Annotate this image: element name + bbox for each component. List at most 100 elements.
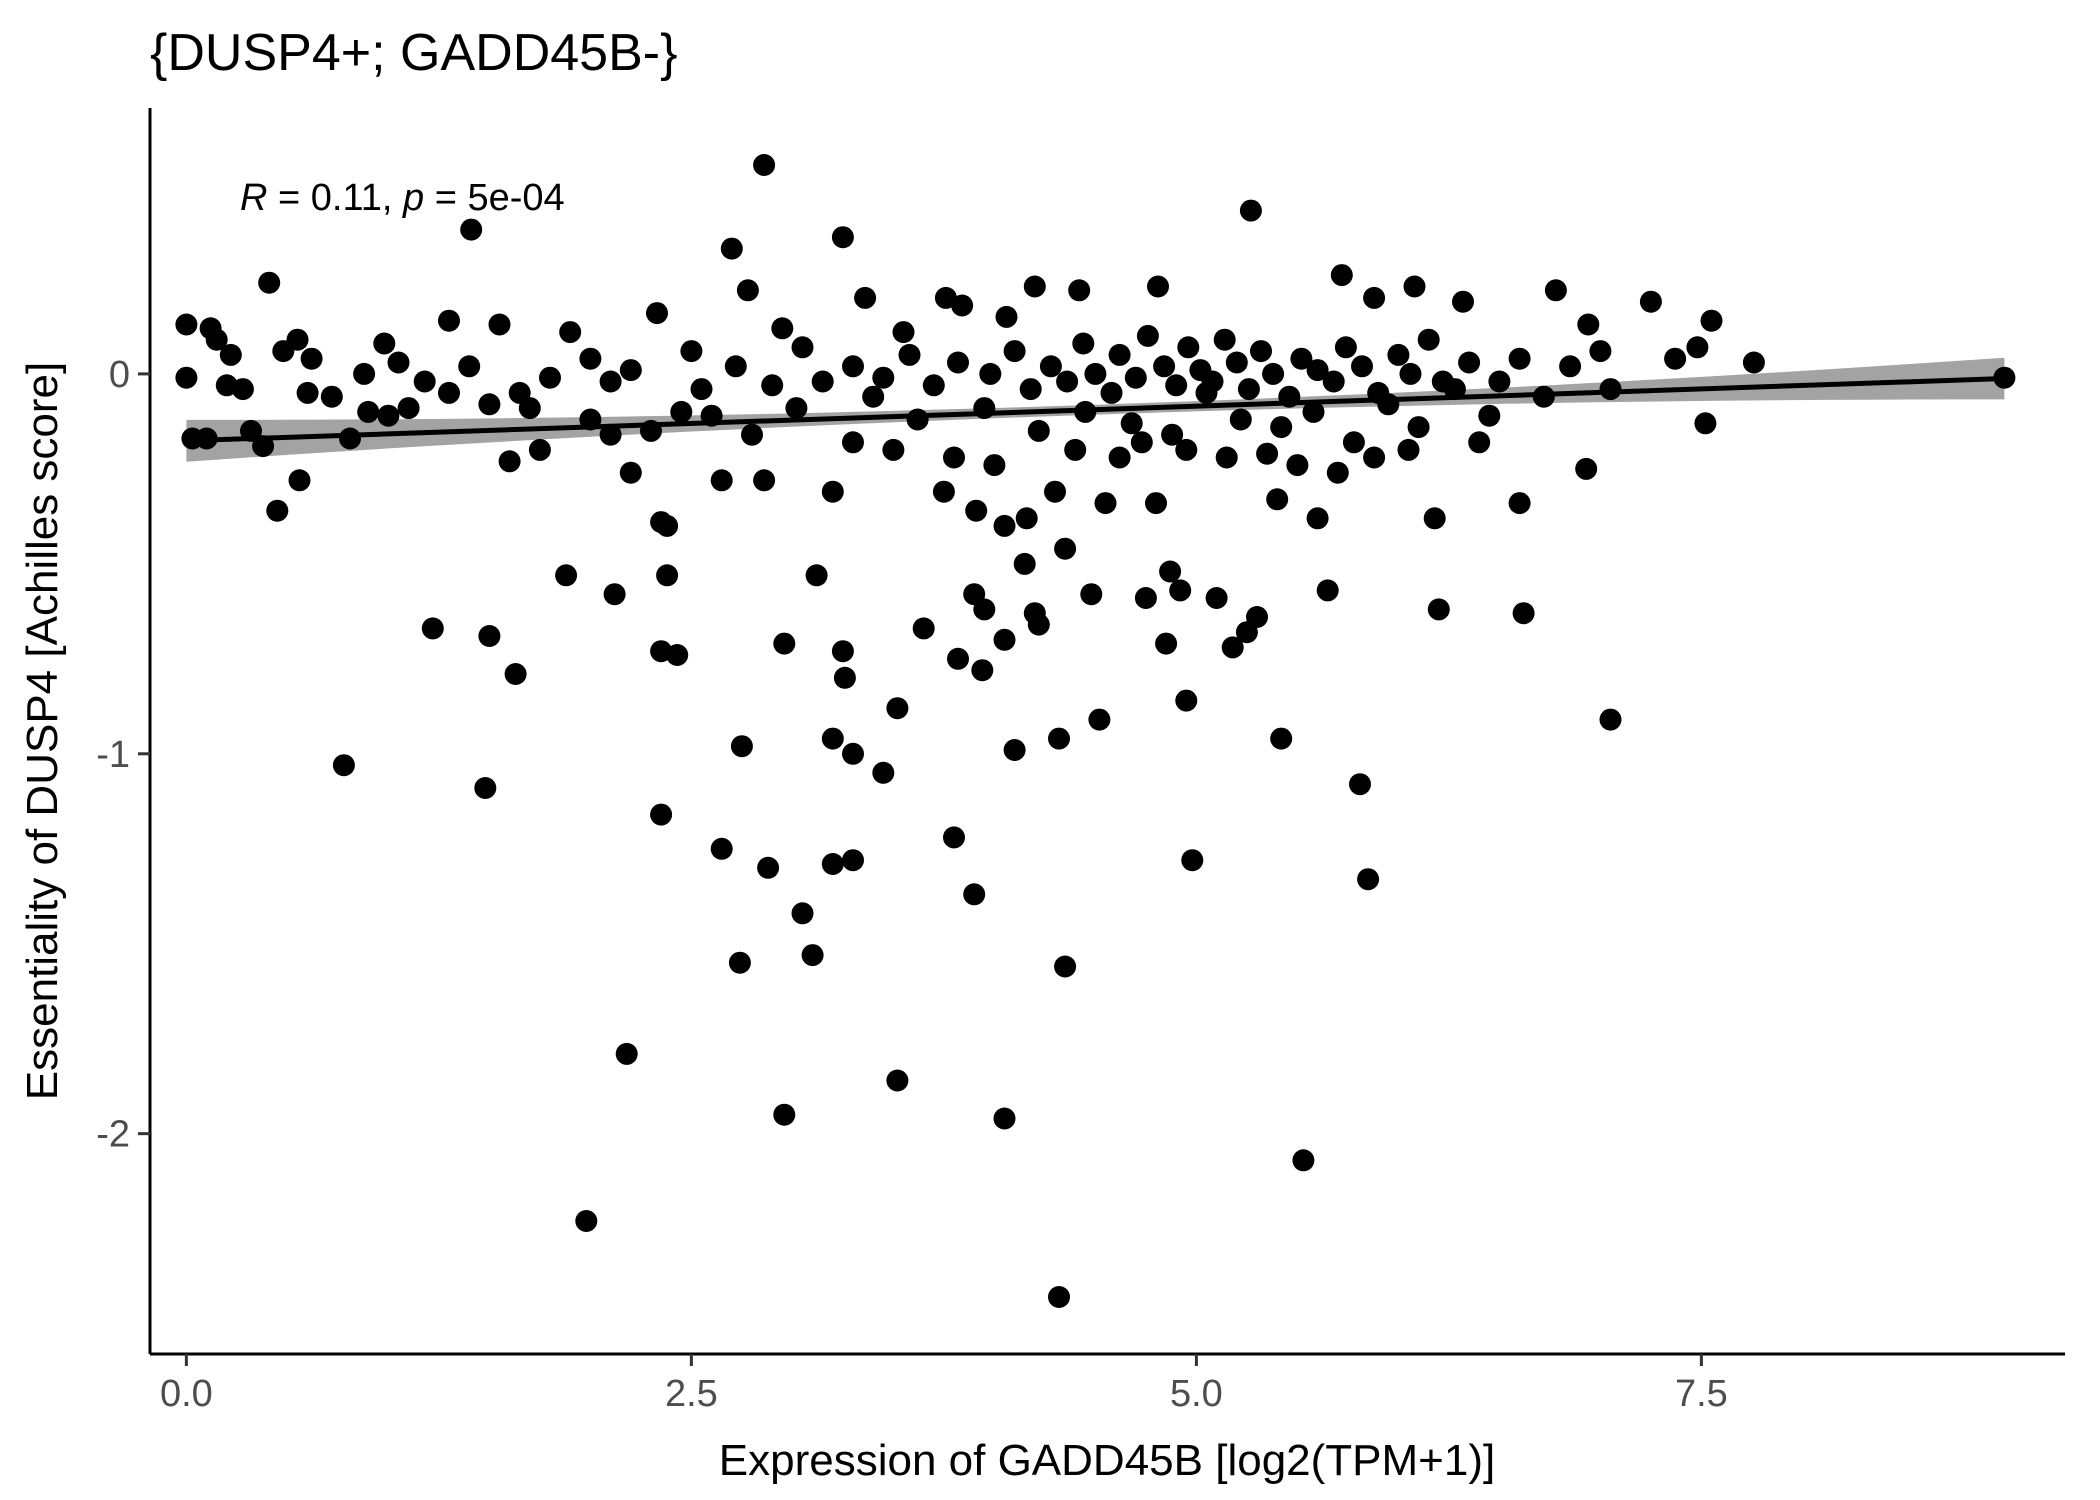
data-point-34 <box>1742 351 1765 374</box>
data-point-120 <box>1205 587 1228 609</box>
data-point-93 <box>603 583 626 606</box>
data-point-164 <box>300 347 323 370</box>
r-label: R <box>240 177 267 219</box>
data-point-162 <box>231 378 254 401</box>
p-label: p <box>402 177 424 219</box>
data-point-214 <box>1431 370 1454 393</box>
data-point-185 <box>1019 378 1042 401</box>
data-point-67 <box>397 397 420 420</box>
data-point-188 <box>1072 332 1095 355</box>
y-tick-label-1: -1 <box>96 734 130 776</box>
data-point-23 <box>488 313 511 336</box>
data-point-8 <box>1068 279 1091 302</box>
data-point-15 <box>1363 286 1386 309</box>
data-point-101 <box>773 632 796 655</box>
data-point-225 <box>1256 442 1279 465</box>
data-point-183 <box>979 362 1002 385</box>
data-point-12 <box>736 279 759 302</box>
data-point-60 <box>1423 507 1446 530</box>
data-point-237 <box>741 423 763 446</box>
data-point-25 <box>646 302 668 325</box>
data-point-171 <box>619 359 642 382</box>
data-point-198 <box>1201 370 1224 393</box>
data-point-219 <box>1589 340 1612 363</box>
data-point-177 <box>811 370 834 393</box>
data-point-212 <box>1399 362 1422 385</box>
data-point-153 <box>615 1042 638 1065</box>
data-point-180 <box>898 343 921 366</box>
data-point-220 <box>1064 438 1087 461</box>
data-point-192 <box>1124 366 1147 389</box>
data-point-119 <box>1155 632 1178 655</box>
data-point-108 <box>973 598 996 621</box>
data-point-104 <box>886 697 909 720</box>
data-point-1 <box>1239 199 1262 222</box>
data-point-22 <box>438 309 460 332</box>
data-point-126 <box>1512 602 1535 625</box>
data-point-84 <box>1302 400 1325 423</box>
data-point-213 <box>1417 328 1440 351</box>
data-point-73 <box>785 397 808 420</box>
data-point-31 <box>1700 309 1723 332</box>
data-point-161 <box>219 343 242 366</box>
data-point-70 <box>599 370 622 393</box>
data-point-2 <box>460 218 483 241</box>
data-point-159 <box>1048 1286 1070 1308</box>
regression-line <box>186 376 2005 444</box>
data-point-40 <box>266 499 289 522</box>
data-point-54 <box>1015 507 1038 530</box>
y-axis-title: Essentiality of DUSP4 [Achilles score] <box>18 362 67 1101</box>
data-point-155 <box>773 1103 796 1126</box>
data-point-41 <box>288 469 311 492</box>
data-point-228 <box>1363 446 1386 469</box>
data-point-32 <box>1686 336 1709 359</box>
data-point-87 <box>1407 416 1430 439</box>
data-point-133 <box>821 727 844 750</box>
data-point-224 <box>1215 446 1238 469</box>
data-point-5 <box>258 271 281 294</box>
data-point-184 <box>1003 340 1026 363</box>
data-point-242 <box>518 397 541 420</box>
data-point-143 <box>821 853 844 875</box>
data-point-163 <box>272 340 295 363</box>
data-point-138 <box>1270 727 1293 750</box>
data-point-172 <box>680 340 703 363</box>
data-point-150 <box>801 944 824 967</box>
data-point-64 <box>175 366 198 389</box>
data-point-13 <box>854 286 877 309</box>
data-point-141 <box>710 837 733 860</box>
x-axis-title: Expression of GADD45B [log2(TPM+1)] <box>719 1436 1495 1485</box>
x-tick-label-0: 0.0 <box>160 1373 213 1415</box>
data-point-149 <box>791 902 814 925</box>
data-point-103 <box>833 666 856 689</box>
data-point-45 <box>619 461 642 484</box>
data-point-195 <box>1165 374 1188 397</box>
data-point-6 <box>1330 264 1353 287</box>
data-point-173 <box>690 378 713 401</box>
data-point-130 <box>332 754 355 777</box>
data-point-92 <box>555 564 578 587</box>
data-point-35 <box>1993 366 2016 389</box>
data-point-217 <box>1508 347 1531 370</box>
data-point-59 <box>1306 507 1329 530</box>
data-point-30 <box>1577 313 1600 336</box>
data-point-102 <box>831 640 854 663</box>
data-point-68 <box>478 393 501 416</box>
correlation-annotation: R = 0.11, p = 5e-04 <box>240 177 565 219</box>
data-point-178 <box>842 355 864 378</box>
p-value: = 5e-04 <box>424 177 565 219</box>
data-point-216 <box>1488 370 1511 393</box>
data-point-135 <box>872 761 895 784</box>
data-point-175 <box>761 374 784 397</box>
data-point-56 <box>1094 492 1117 515</box>
data-point-243 <box>599 423 622 446</box>
data-point-167 <box>413 370 436 393</box>
data-point-85 <box>1342 431 1365 454</box>
data-point-156 <box>993 1107 1016 1130</box>
data-point-28 <box>951 294 974 317</box>
data-point-50 <box>821 480 844 503</box>
data-point-44 <box>528 438 551 461</box>
data-point-61 <box>1508 492 1531 515</box>
